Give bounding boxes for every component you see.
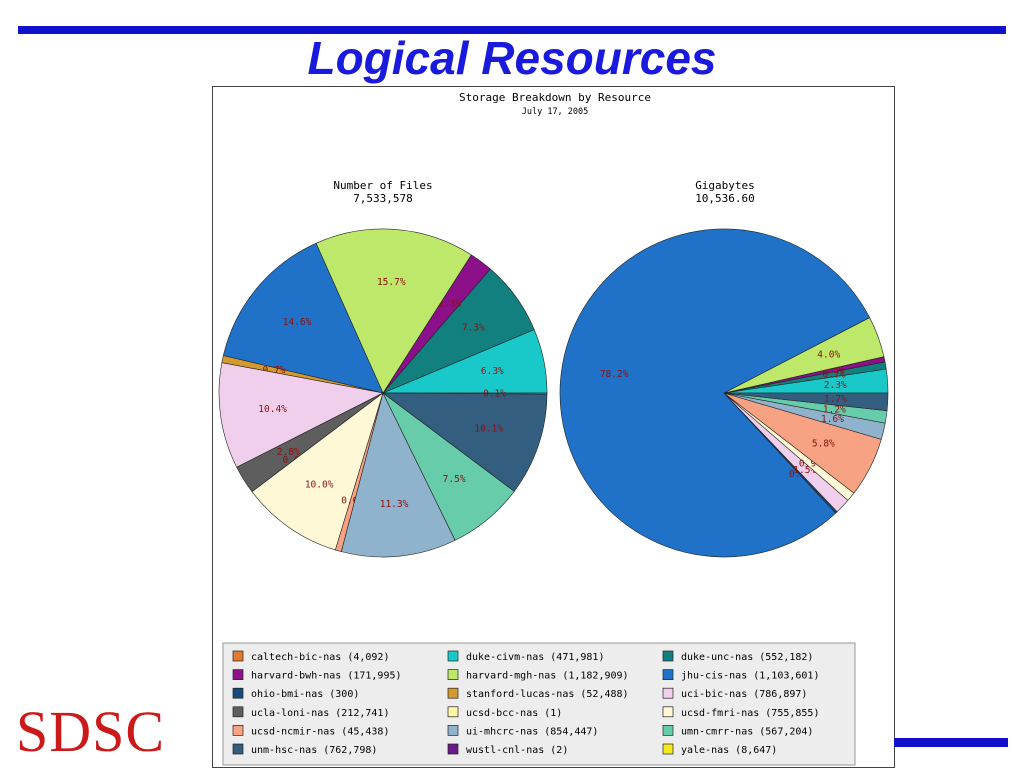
- sdsc-logo: SDSC: [16, 699, 166, 764]
- pie-gb-total: 10,536.60: [695, 192, 755, 205]
- legend-label: duke-civm-nas (471,981): [466, 652, 604, 663]
- legend-swatch: [447, 687, 459, 699]
- pie-slice-label: 0.6%: [341, 495, 364, 506]
- top-rule: [18, 26, 1006, 34]
- legend-swatch: [662, 725, 674, 736]
- pie-gb-title: Gigabytes: [695, 179, 755, 192]
- pie-slice-label: 0.5%: [822, 365, 845, 376]
- legend-label: umn-cmrr-nas (567,204): [681, 726, 813, 737]
- legend-swatch: [232, 743, 244, 755]
- pie-slice-label: 4.0%: [817, 350, 840, 361]
- pie-slice-harvard-mgh-nas: [315, 228, 472, 394]
- legend-swatch: [662, 687, 674, 699]
- legend-label: ohio-bmi-nas (300): [251, 689, 359, 700]
- legend-label: yale-nas (8,647): [681, 745, 777, 756]
- pie-slice-jhu-cis-nas: [222, 242, 384, 394]
- legend-label: ucsd-ncmir-nas (45,438): [251, 726, 389, 737]
- pie-files-total: 7,533,578: [353, 192, 413, 205]
- legend-swatch: [447, 706, 459, 718]
- chart-frame: Storage Breakdown by Resource July 17, 2…: [212, 86, 895, 768]
- pie-slice-unm-hsc-nas: [723, 392, 889, 412]
- pie-slice-label: 0.7%: [262, 365, 285, 376]
- pie-slice-label: 0.2%: [789, 469, 812, 480]
- legend-label: harvard-mgh-nas (1,182,909): [466, 671, 629, 682]
- legend-label: wustl-cnl-nas (2): [466, 745, 568, 756]
- pie-slice-label: 1.5%: [793, 465, 816, 476]
- pie-slice-caltech-bic-nas: [382, 392, 548, 395]
- legend-label: ucsd-bcc-nas (1): [466, 708, 562, 719]
- pie-slice-label: 6.3%: [481, 366, 504, 377]
- legend-swatch: [232, 669, 244, 680]
- chart-subtitle: July 17, 2005: [522, 107, 589, 117]
- legend-label: duke-unc-nas (552,182): [681, 652, 813, 663]
- pie-slice-label: 78.2%: [600, 369, 629, 380]
- pie-slice-label: 0.9%: [799, 459, 822, 470]
- storage-chart: Storage Breakdown by Resource July 17, 2…: [218, 91, 889, 766]
- legend-swatch: [662, 743, 674, 755]
- legend-swatch: [232, 725, 244, 736]
- pie-slice-label: 2.3%: [824, 380, 847, 391]
- chart-title: Storage Breakdown by Resource: [459, 91, 651, 104]
- pie-slice-label: 1.2%: [823, 404, 846, 415]
- legend-swatch: [662, 706, 674, 718]
- pie-number-of-files: 6.3%7.3%2.3%15.7%14.6%0.7%10.4%2.8%0.0%1…: [218, 228, 548, 558]
- pie-slice-label: 10.0%: [305, 479, 334, 490]
- legend-box: [222, 642, 856, 766]
- legend-swatch: [447, 650, 459, 662]
- pie-slice-label: 7.3%: [462, 323, 485, 334]
- legend-swatch: [447, 743, 459, 755]
- pie-slice-ucsd-fmri-nas: [251, 392, 384, 551]
- pie-slice-label: 1.6%: [821, 414, 844, 425]
- bottom-rule: [894, 738, 1008, 747]
- legend-swatch: [232, 687, 244, 699]
- pie-slice-label: 11.3%: [380, 499, 409, 510]
- legend-label: ui-mhcrc-nas (854,447): [466, 726, 598, 737]
- pie-slice-label: 10.4%: [258, 404, 287, 415]
- pie-slice-label: 2.3%: [438, 299, 461, 310]
- pie-slice-label: 10.1%: [474, 424, 503, 435]
- legend-swatch: [232, 706, 244, 718]
- legend-swatch: [662, 669, 674, 680]
- legend-label: ucla-loni-nas (212,741): [251, 708, 389, 719]
- pie-slice-label: 0.1%: [483, 388, 506, 399]
- legend-label: unm-hsc-nas (762,798): [251, 745, 377, 756]
- pie-slice-label: 2.8%: [277, 447, 300, 458]
- legend-label: jhu-cis-nas (1,103,601): [681, 671, 819, 682]
- legend-label: caltech-bic-nas (4,092): [251, 652, 389, 663]
- legend-label: stanford-lucas-nas (52,488): [466, 689, 629, 700]
- legend: caltech-bic-nas (4,092) duke-civm-nas (47…: [232, 650, 819, 756]
- legend-swatch: [447, 669, 459, 680]
- pie-slice-jhu-cis-nas: [559, 228, 871, 558]
- pie-slice-unm-hsc-nas: [382, 392, 548, 492]
- legend-swatch: [447, 725, 459, 736]
- pie-files-title: Number of Files: [333, 179, 432, 192]
- legend-label: harvard-bwh-nas (171,995): [251, 671, 402, 682]
- pie-slice-uci-bic-nas: [218, 362, 384, 468]
- pie-slice-label: 5.8%: [812, 439, 835, 450]
- pie-slice-label: 15.7%: [377, 277, 406, 288]
- legend-swatch: [232, 650, 244, 662]
- pie-slice-label: 0.7%: [822, 369, 845, 380]
- pie-gigabytes: 2.3%0.7%0.5% 4.0% 78.2% 0.2%1.5%0.9% 5.8% 1.6…: [559, 228, 889, 558]
- pie-slice-ui-mhcrc-nas: [340, 392, 456, 558]
- legend-label: uci-bic-nas (786,897): [681, 689, 807, 700]
- pie-slice-label: 1.7%: [824, 394, 847, 405]
- legend-swatch: [662, 650, 674, 662]
- slide-title: Logical Resources: [307, 32, 717, 84]
- pie-slice-label: 7.5%: [443, 474, 466, 485]
- legend-label: ucsd-fmri-nas (755,855): [681, 708, 819, 719]
- pie-slice-label: 14.6%: [283, 317, 312, 328]
